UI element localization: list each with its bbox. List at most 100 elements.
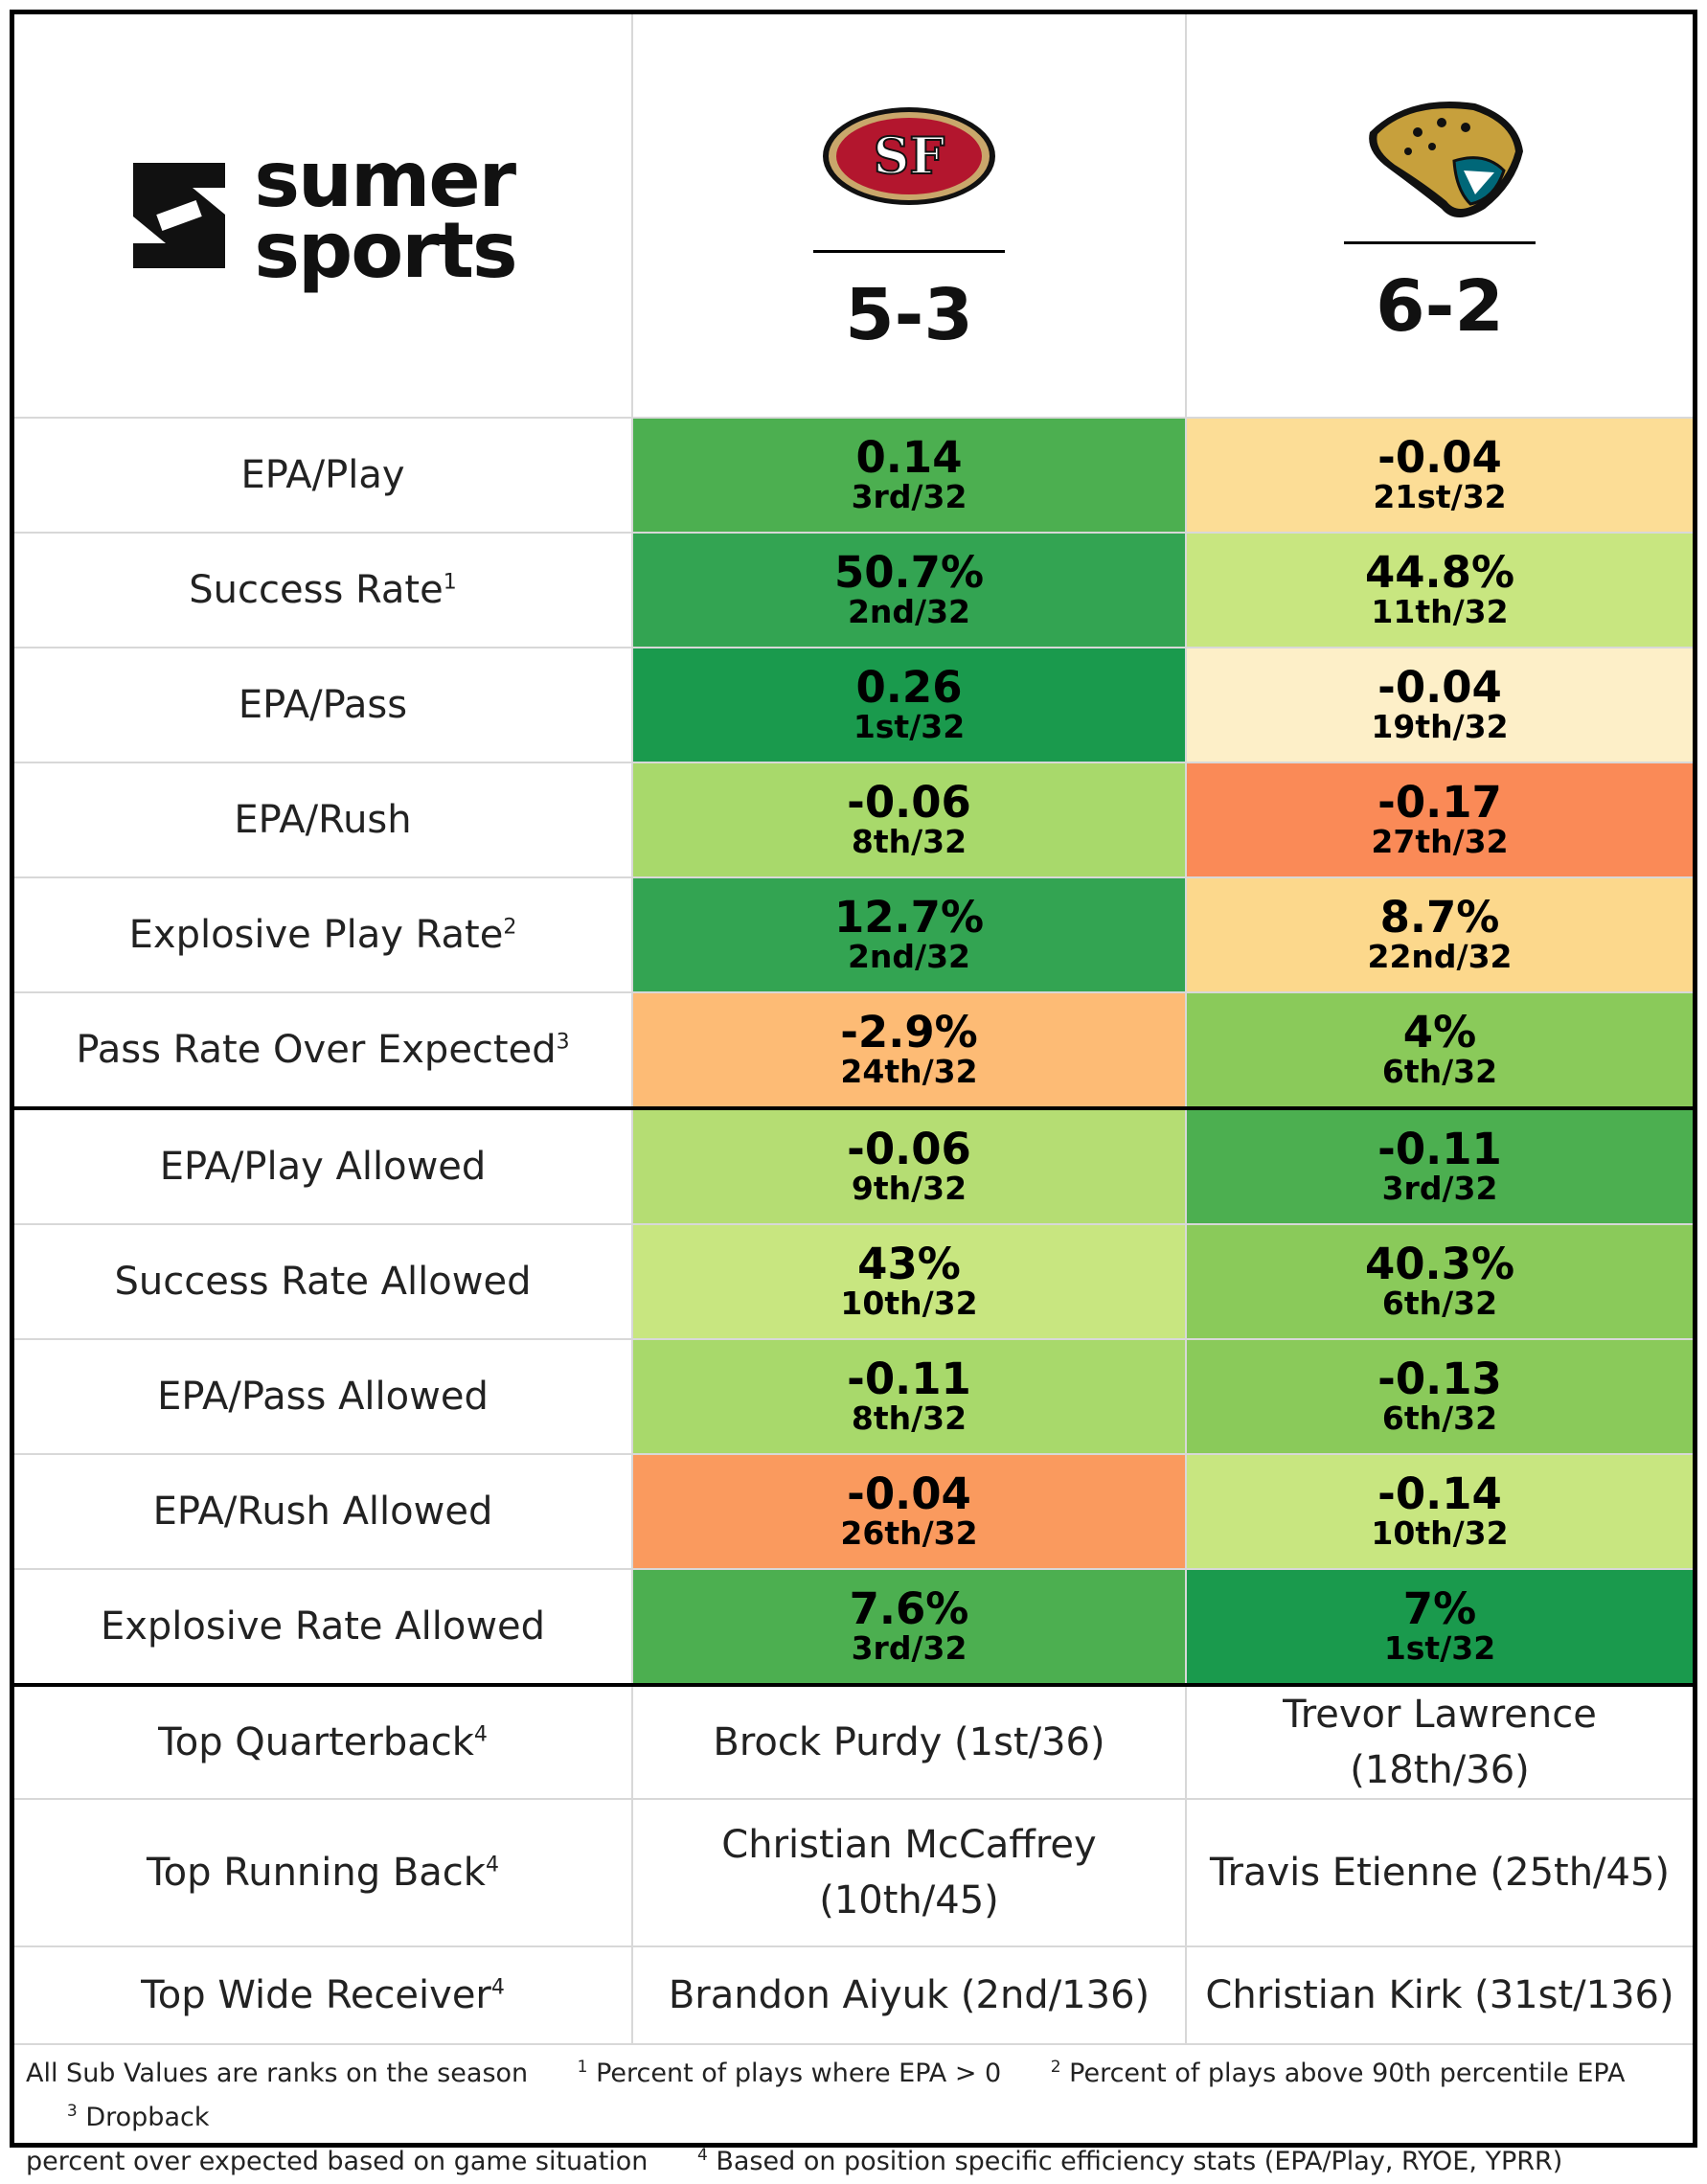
stat-value: 4% — [1402, 1007, 1477, 1058]
team1-stat-cell: -0.06 9th/32 — [632, 1108, 1187, 1225]
matchup-table: sumer sports SF 5-3 — [14, 14, 1693, 2045]
footnote-3b: percent over expected based on game situ… — [26, 2147, 649, 2176]
svg-text:SF: SF — [874, 127, 945, 186]
team1-record-rule — [813, 249, 1005, 253]
table-row: Explosive Rate Allowed 7.6% 3rd/32 7% 1st/32 — [14, 1569, 1693, 1687]
player-name: Christian McCaffrey (10th/45) — [721, 1823, 1097, 1922]
stat-label-text: EPA/Rush Allowed — [152, 1490, 493, 1534]
stat-rank: 2nd/32 — [847, 593, 971, 630]
stat-rank: 8th/32 — [851, 823, 967, 860]
team1-stat-cell: 43% 10th/32 — [632, 1224, 1187, 1340]
footnote-ref: 2 — [503, 915, 517, 940]
stat-label: Pass Rate Over Expected3 — [14, 992, 633, 1110]
footnote-3a: Dropback — [85, 2103, 210, 2132]
footnote-ref: 4 — [490, 1975, 505, 2000]
stat-value: 50.7% — [833, 547, 985, 598]
stat-value: 0.26 — [855, 662, 963, 713]
stat-label-text: Success Rate — [189, 568, 444, 612]
stat-rank: 9th/32 — [851, 1170, 967, 1207]
footnote-ref: 4 — [473, 1722, 488, 1747]
stat-value: 44.8% — [1364, 547, 1515, 598]
footnote-marker-2: 2 — [1050, 2058, 1061, 2077]
player-name: Christian Kirk (31st/136) — [1205, 1973, 1674, 2017]
stat-label-text: Explosive Play Rate — [128, 913, 504, 957]
team2-stat-cell: -0.11 3rd/32 — [1186, 1108, 1693, 1225]
team1-stat-cell: 12.7% 2nd/32 — [632, 877, 1187, 993]
stat-label: Explosive Rate Allowed — [14, 1569, 633, 1687]
table-row: Explosive Play Rate2 12.7% 2nd/32 8.7% 22nd/… — [14, 877, 1693, 993]
team2-player: Trevor Lawrence (18th/36) — [1186, 1685, 1693, 1800]
stat-value: -0.04 — [1377, 662, 1502, 713]
team2-record-rule — [1344, 240, 1536, 244]
stat-rank: 3rd/32 — [851, 478, 967, 515]
stat-value: -2.9% — [840, 1007, 978, 1058]
team2-stat-cell: 8.7% 22nd/32 — [1186, 877, 1693, 993]
stat-rank: 1st/32 — [1383, 1629, 1496, 1667]
footnote-4: Based on position specific efficiency st… — [716, 2147, 1563, 2176]
team2-stat-cell: -0.17 27th/32 — [1186, 762, 1693, 878]
player-label-text: Top Running Back — [147, 1851, 486, 1895]
team2-stat-cell: 40.3% 6th/32 — [1186, 1224, 1693, 1340]
stat-value: -0.06 — [847, 1124, 971, 1174]
stat-value: 40.3% — [1364, 1239, 1515, 1289]
footnotes: All Sub Values are ranks on the season 1… — [14, 2042, 1693, 2176]
team1-stat-cell: 50.7% 2nd/32 — [632, 533, 1187, 648]
stat-value: -0.14 — [1377, 1468, 1502, 1519]
brand-cell: sumer sports — [14, 14, 633, 419]
player-name: Brandon Aiyuk (2nd/136) — [668, 1973, 1150, 2017]
sumer-sports-wordmark: sumer sports — [254, 142, 517, 289]
footnote-ref: 1 — [443, 570, 457, 595]
stat-value: 43% — [857, 1239, 961, 1289]
stat-rank: 2nd/32 — [847, 938, 971, 975]
stat-value: 7.6% — [849, 1583, 969, 1634]
stat-rank: 3rd/32 — [1381, 1170, 1498, 1207]
stat-rank: 19th/32 — [1371, 708, 1509, 745]
team1-stat-cell: -0.04 26th/32 — [632, 1454, 1187, 1570]
table-row: EPA/Play 0.14 3rd/32 -0.04 21st/32 — [14, 418, 1693, 534]
table-row: EPA/Pass Allowed -0.11 8th/32 -0.13 6th/32 — [14, 1339, 1693, 1455]
table-row: Top Wide Receiver4 Brandon Aiyuk (2nd/136… — [14, 1946, 1693, 2045]
sumer-sports-logo-icon — [133, 163, 226, 268]
stat-value: 8.7% — [1379, 892, 1500, 943]
stat-label-text: EPA/Pass Allowed — [157, 1375, 489, 1419]
player-label: Top Wide Receiver4 — [14, 1946, 633, 2045]
stat-rank: 10th/32 — [1371, 1514, 1509, 1552]
header-row: sumer sports SF 5-3 — [14, 14, 1693, 419]
player-name: Travis Etienne (25th/45) — [1209, 1851, 1671, 1895]
team1-player: Christian McCaffrey (10th/45) — [632, 1799, 1187, 1947]
team2-player: Christian Kirk (31st/136) — [1186, 1946, 1693, 2045]
stat-rank: 1st/32 — [853, 708, 966, 745]
stat-label-text: EPA/Pass — [238, 683, 408, 727]
team2-stat-cell: -0.04 21st/32 — [1186, 418, 1693, 534]
stat-label: Success Rate1 — [14, 533, 633, 648]
stat-label: Success Rate Allowed — [14, 1224, 633, 1340]
team2-stat-cell: -0.14 10th/32 — [1186, 1454, 1693, 1570]
team1-header: SF 5-3 — [632, 14, 1187, 419]
table-row: Pass Rate Over Expected3 -2.9% 24th/32 4% 6t… — [14, 992, 1693, 1110]
footnote-marker-3: 3 — [66, 2102, 78, 2121]
table-row: EPA/Pass 0.26 1st/32 -0.04 19th/32 — [14, 648, 1693, 763]
team2-stat-cell: 7% 1st/32 — [1186, 1569, 1693, 1687]
team2-header: 6-2 — [1186, 14, 1693, 419]
stat-rank: 27th/32 — [1371, 823, 1509, 860]
stat-label-text: Pass Rate Over Expected — [76, 1028, 557, 1072]
table-row: Top Running Back4 Christian McCaffrey (10… — [14, 1799, 1693, 1947]
stat-rank: 22nd/32 — [1367, 938, 1513, 975]
table-row: Success Rate Allowed 43% 10th/32 40.3% 6th/3… — [14, 1224, 1693, 1340]
stat-rank: 6th/32 — [1381, 1399, 1498, 1437]
player-label: Top Running Back4 — [14, 1799, 633, 1947]
team2-stat-cell: -0.04 19th/32 — [1186, 648, 1693, 763]
stat-label: EPA/Rush — [14, 762, 633, 878]
stat-label: Explosive Play Rate2 — [14, 877, 633, 993]
table-row: Top Quarterback4 Brock Purdy (1st/36) Trev… — [14, 1685, 1693, 1800]
team1-record: 5-3 — [845, 273, 973, 356]
stat-value: -0.17 — [1377, 777, 1502, 828]
stat-rank: 10th/32 — [840, 1285, 978, 1322]
table-row: Success Rate1 50.7% 2nd/32 44.8% 11th/32 — [14, 533, 1693, 648]
stat-rank: 24th/32 — [840, 1053, 978, 1090]
stat-value: 7% — [1402, 1583, 1477, 1634]
stat-value: -0.04 — [847, 1468, 971, 1519]
stat-label-text: Success Rate Allowed — [114, 1260, 532, 1304]
player-label: Top Quarterback4 — [14, 1685, 633, 1800]
team2-player: Travis Etienne (25th/45) — [1186, 1799, 1693, 1947]
